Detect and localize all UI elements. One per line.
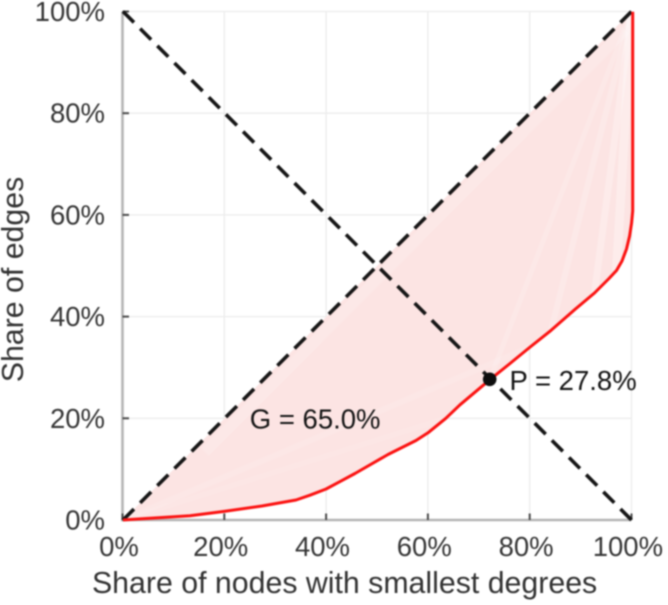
svg-text:60%: 60% (397, 531, 452, 562)
svg-text:100%: 100% (593, 531, 663, 562)
svg-text:0%: 0% (99, 531, 139, 562)
svg-text:80%: 80% (50, 98, 105, 129)
svg-text:40%: 40% (295, 531, 350, 562)
svg-text:20%: 20% (50, 403, 105, 434)
svg-text:20%: 20% (193, 531, 248, 562)
svg-text:60%: 60% (50, 199, 105, 230)
svg-text:Share of edges: Share of edges (0, 177, 30, 383)
svg-text:Share of nodes with smallest d: Share of nodes with smallest degrees (92, 567, 597, 600)
svg-text:80%: 80% (499, 531, 554, 562)
svg-text:100%: 100% (35, 0, 105, 27)
svg-text:P = 27.8%: P = 27.8% (510, 365, 637, 396)
svg-text:0%: 0% (65, 504, 105, 535)
svg-text:40%: 40% (50, 301, 105, 332)
svg-text:G = 65.0%: G = 65.0% (250, 404, 381, 435)
